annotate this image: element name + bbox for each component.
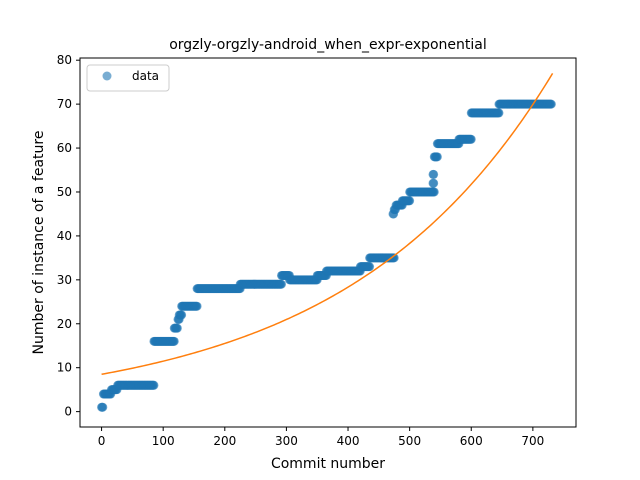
x-tick-label: 600 xyxy=(460,434,483,448)
x-tick-label: 700 xyxy=(521,434,544,448)
y-tick-label: 40 xyxy=(57,229,72,243)
x-axis: 0 100 200 300 400 500 600 700 xyxy=(98,427,544,448)
y-tick-label: 10 xyxy=(57,361,72,375)
x-tick-label: 300 xyxy=(275,434,298,448)
data-point xyxy=(429,169,439,179)
data-series xyxy=(97,99,556,412)
y-tick-label: 70 xyxy=(57,97,72,111)
data-point xyxy=(192,301,202,311)
data-point xyxy=(466,134,476,144)
data-point xyxy=(365,262,375,272)
y-tick-label: 20 xyxy=(57,317,72,331)
data-point xyxy=(169,336,179,346)
legend-label: data xyxy=(132,69,159,83)
x-tick-label: 0 xyxy=(98,434,106,448)
chart-title: orgzly-orgzly-android_when_expr-exponent… xyxy=(169,37,487,53)
data-point xyxy=(429,178,439,188)
y-tick-label: 30 xyxy=(57,273,72,287)
legend: data xyxy=(86,64,170,92)
y-tick-label: 50 xyxy=(57,185,72,199)
plot-area xyxy=(97,72,556,412)
data-point xyxy=(429,187,439,197)
x-axis-label: Commit number xyxy=(271,456,385,472)
data-point xyxy=(432,152,442,162)
y-axis: 0 10 20 30 40 50 60 70 80 xyxy=(57,53,80,419)
data-point xyxy=(177,310,187,320)
legend-marker xyxy=(102,71,112,81)
data-point xyxy=(149,380,159,390)
x-tick-label: 500 xyxy=(398,434,421,448)
legend-box xyxy=(86,64,170,92)
y-axis-label: Number of instance of a feature xyxy=(31,131,47,355)
fit-line xyxy=(101,72,554,376)
data-point xyxy=(276,279,286,289)
x-tick-label: 100 xyxy=(152,434,175,448)
data-point xyxy=(405,196,415,206)
x-tick-label: 400 xyxy=(337,434,360,448)
y-tick-label: 80 xyxy=(57,53,72,67)
data-point xyxy=(98,402,108,412)
y-tick-label: 0 xyxy=(64,405,72,419)
data-point xyxy=(389,253,399,263)
data-point xyxy=(494,108,504,118)
x-tick-label: 200 xyxy=(213,434,236,448)
plot-frame xyxy=(79,57,577,428)
data-point xyxy=(172,323,182,333)
y-tick-label: 60 xyxy=(57,141,72,155)
data-point xyxy=(546,99,556,109)
